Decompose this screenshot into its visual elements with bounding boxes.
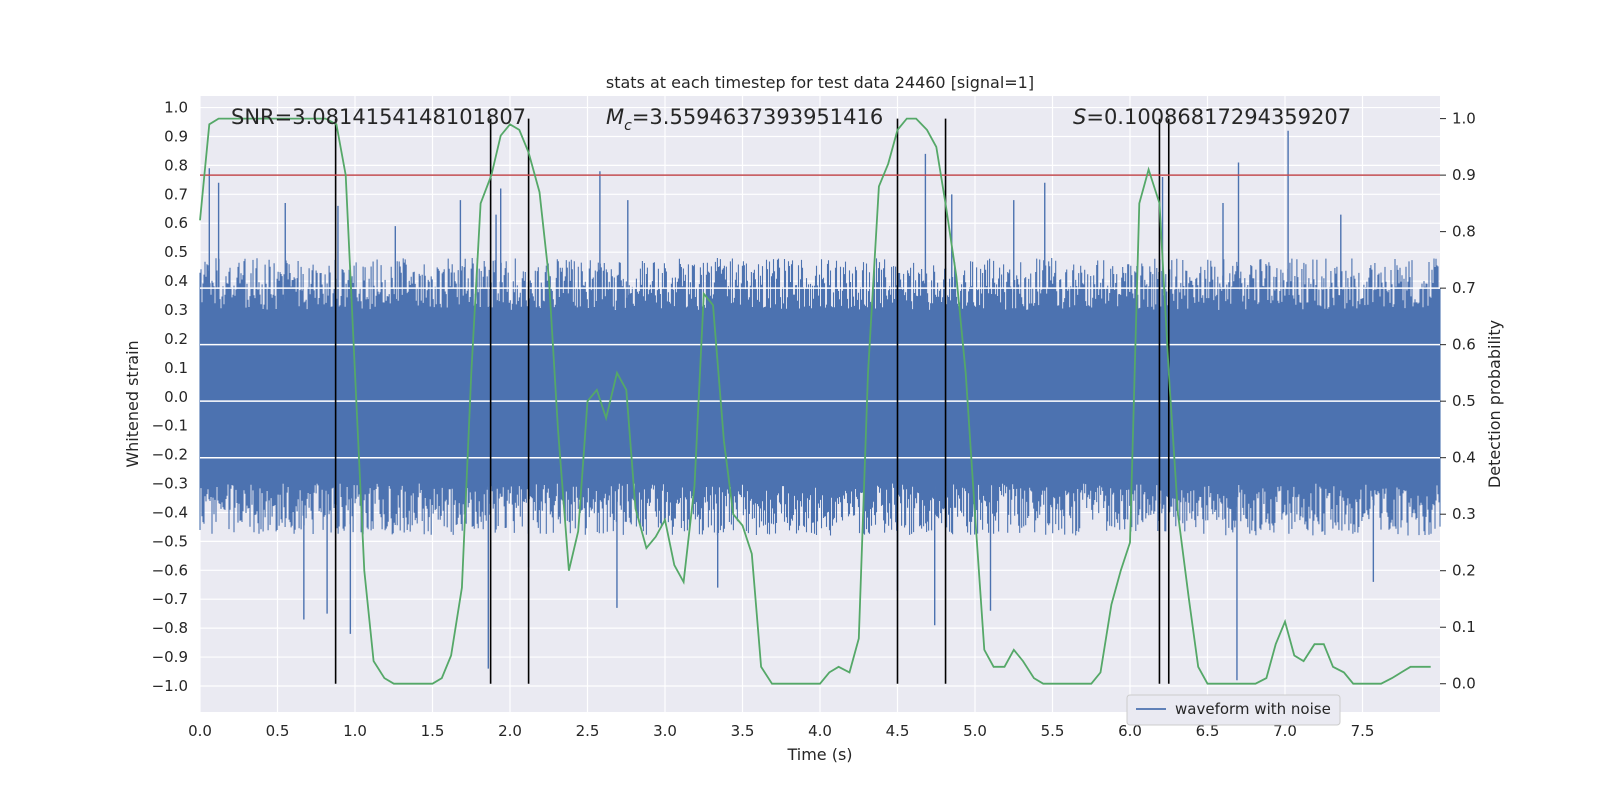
y-left-tick-label: 0.3: [164, 301, 188, 319]
chirp-mass-subscript: c: [624, 118, 632, 134]
y-right-tick-label: 0.8: [1452, 223, 1476, 241]
x-tick-label: 3.0: [653, 722, 677, 740]
chart-title: stats at each timestep for test data 244…: [606, 73, 1034, 92]
y-left-tick-label: 1.0: [164, 99, 188, 117]
y-left-tick-label: −0.2: [152, 446, 188, 464]
y-left-tick-label: 0.4: [164, 272, 188, 290]
y-left-tick-label: 0.9: [164, 127, 188, 145]
y-right-tick-label: 0.2: [1452, 562, 1476, 580]
s-annotation: S=0.10086817294359207: [1073, 105, 1351, 129]
y-left-tick-label: −0.1: [152, 417, 188, 435]
y-right-tick-label: 0.5: [1452, 392, 1476, 410]
y-right-tick-label: 0.0: [1452, 675, 1476, 693]
x-tick-label: 5.5: [1041, 722, 1065, 740]
y-left-tick-label: 0.7: [164, 185, 188, 203]
y-right-tick-label: 0.6: [1452, 336, 1476, 354]
y-right-tick-label: 0.7: [1452, 279, 1476, 297]
x-tick-label: 0.5: [266, 722, 290, 740]
y-left-tick-label: −0.8: [152, 619, 188, 637]
x-tick-label: 5.0: [963, 722, 987, 740]
x-axis-title: Time (s): [786, 745, 852, 764]
y-right-tick-label: 0.1: [1452, 618, 1476, 636]
x-tick-label: 0.0: [188, 722, 212, 740]
probability-series: [199, 117, 1431, 685]
x-tick-label: 4.0: [808, 722, 832, 740]
y-left-tick-label: −0.6: [152, 561, 188, 579]
event-vertical-lines: [334, 118, 1170, 684]
chirp-mass-annotation: Mc=3.5594637393951416: [606, 105, 883, 134]
y-left-axis-ticks: 1.0 0.9 0.8 0.7 0.6 0.5 0.4 0.3 0.2 0.1 0.0 −0.1 −0.…: [152, 99, 188, 695]
y-right-axis-title: Detection probability: [1485, 320, 1504, 488]
legend-box: [1126, 694, 1341, 726]
chirp-mass-symbol: M: [606, 105, 624, 129]
y-left-tick-label: −0.7: [152, 590, 188, 608]
x-tick-label: 3.5: [731, 722, 755, 740]
x-tick-label: 6.0: [1118, 722, 1142, 740]
y-right-axis-ticks: 1.0 0.9 0.8 0.7 0.6 0.5 0.4 0.3 0.2 0.1 0.0: [1440, 110, 1476, 693]
legend: waveform with noise: [1126, 694, 1341, 726]
x-tick-label: 4.5: [886, 722, 910, 740]
y-left-tick-label: 0.8: [164, 156, 188, 174]
y-left-tick-label: −0.9: [152, 648, 188, 666]
y-left-tick-label: −1.0: [152, 677, 188, 695]
chirp-mass-value: =3.5594637393951416: [632, 105, 883, 129]
x-tick-label: 2.5: [576, 722, 600, 740]
waveform-series: [199, 130, 1441, 681]
x-tick-label: 6.5: [1196, 722, 1220, 740]
snr-annotation: SNR=3.0814154148101807: [231, 105, 526, 129]
white-reference-lines: [200, 287, 1440, 459]
x-tick-label: 1.5: [421, 722, 445, 740]
y-left-tick-label: 0.2: [164, 330, 188, 348]
y-left-tick-label: 0.1: [164, 359, 188, 377]
y-right-tick-label: 0.9: [1452, 166, 1476, 184]
s-symbol: S: [1073, 105, 1086, 129]
y-left-tick-label: −0.5: [152, 532, 188, 550]
x-tick-label: 7.5: [1351, 722, 1375, 740]
x-axis-ticks: 0.0 0.5 1.0 1.5 2.0 2.5 3.0 3.5 4.0 4.5 5.0 5.5 6.0 6…: [188, 722, 1374, 740]
y-right-tick-label: 0.3: [1452, 505, 1476, 523]
y-left-tick-label: −0.4: [152, 503, 188, 521]
y-left-tick-label: −0.3: [152, 475, 188, 493]
y-left-tick-label: 0.5: [164, 243, 188, 261]
x-tick-label: 2.0: [498, 722, 522, 740]
legend-label-waveform: waveform with noise: [1175, 700, 1331, 718]
x-tick-label: 7.0: [1273, 722, 1297, 740]
y-left-axis-title: Whitened strain: [123, 340, 142, 467]
y-right-tick-label: 1.0: [1452, 110, 1476, 128]
y-right-tick-label: 0.4: [1452, 449, 1476, 467]
s-value: =0.10086817294359207: [1086, 105, 1351, 129]
y-left-tick-label: 0.0: [164, 388, 188, 406]
y-left-tick-label: 0.6: [164, 214, 188, 232]
x-tick-label: 1.0: [343, 722, 367, 740]
